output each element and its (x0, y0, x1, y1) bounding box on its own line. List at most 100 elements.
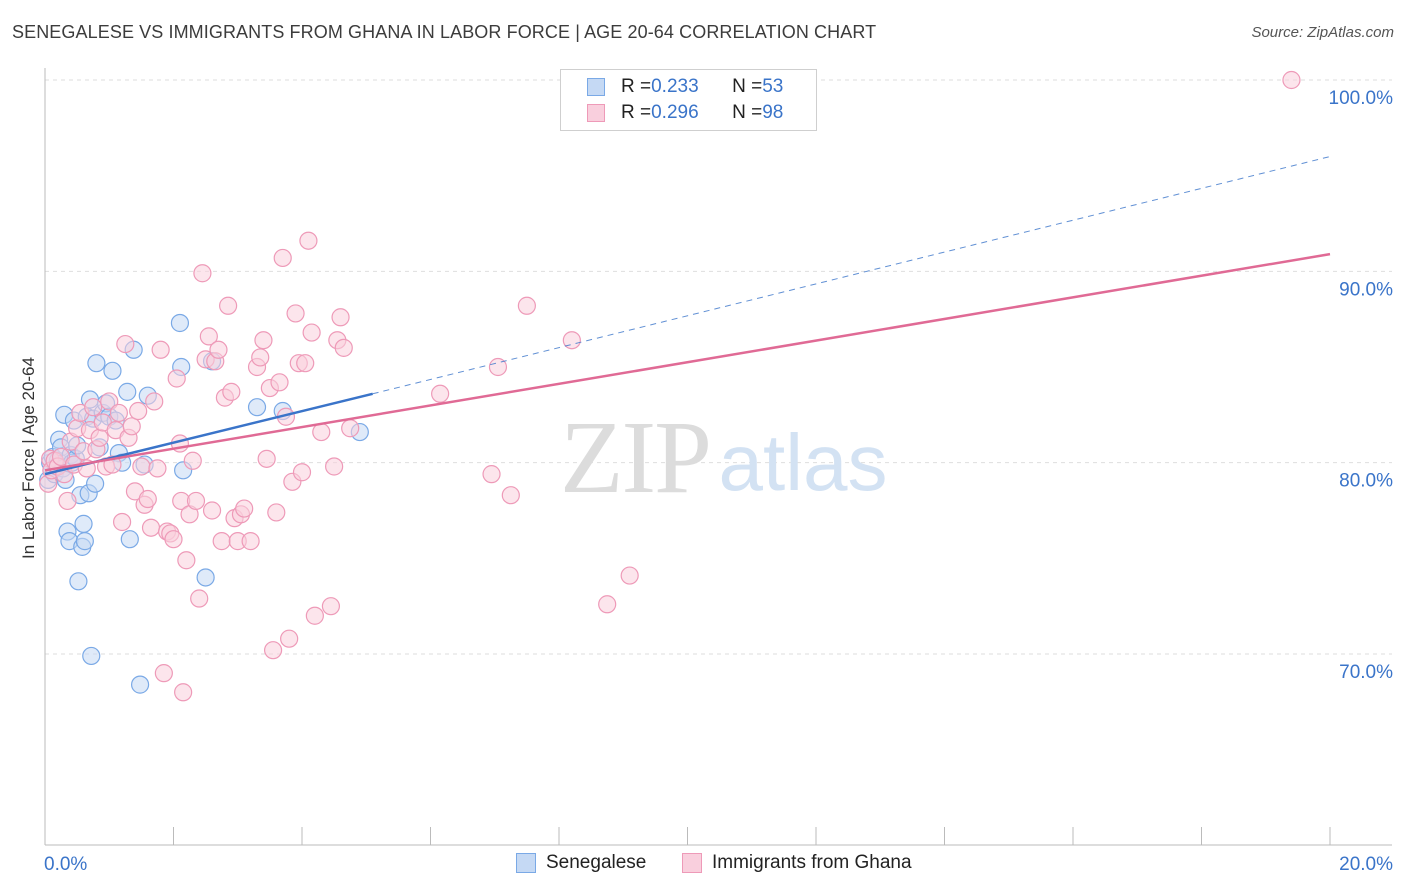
point-ghana (199, 327, 218, 346)
bottom-legend-senegalese: Senegalese (516, 852, 646, 874)
point-senegalese (86, 474, 105, 493)
point-ghana (302, 323, 321, 342)
point-ghana (501, 486, 520, 505)
point-ghana (286, 304, 305, 323)
tick-labels: 100.0% 90.0% 80.0% 70.0% 0.0% 20.0% (44, 88, 1393, 875)
trend-senegalese-extension (372, 156, 1331, 395)
point-ghana (116, 334, 135, 354)
point-ghana (186, 491, 206, 511)
point-senegalese (130, 675, 150, 694)
point-ghana (222, 382, 241, 401)
point-ghana (151, 340, 170, 359)
point-ghana (177, 551, 196, 570)
legend-r-label: R = (621, 76, 652, 97)
trend-lines (44, 156, 1331, 476)
point-ghana (517, 296, 536, 315)
source-credit: Source: ZipAtlas.com (1251, 24, 1394, 41)
point-senegalese (120, 530, 139, 549)
point-ghana (482, 465, 501, 484)
point-ghana (145, 392, 164, 411)
watermark-zip: ZIP (560, 400, 710, 515)
y-tick-label: 90.0% (1339, 279, 1393, 300)
point-ghana (292, 463, 312, 482)
legend-n-value: 53 (762, 76, 784, 97)
point-ghana (1282, 70, 1301, 90)
x-tick-label: 20.0% (1339, 854, 1393, 875)
data-points (39, 70, 1301, 702)
legend-row-senegalese: R = 0.233 N = 53 (587, 74, 783, 100)
point-senegalese (118, 382, 137, 401)
point-ghana (112, 512, 132, 532)
point-ghana (154, 664, 173, 683)
point-ghana (164, 530, 183, 549)
point-ghana (141, 518, 161, 537)
point-ghana (84, 398, 103, 417)
y-tick-label: 80.0% (1339, 471, 1393, 492)
point-senegalese (82, 646, 101, 666)
legend-n-value: 98 (762, 102, 784, 123)
point-ghana (174, 683, 193, 702)
point-ghana (263, 641, 283, 660)
legend-swatch-ghana (587, 104, 605, 122)
bottom-legend-swatch-ghana (682, 853, 702, 873)
legend-r-value: 0.233 (651, 76, 699, 97)
legend-n-label: N = (732, 76, 763, 97)
watermark: ZIP atlas (560, 400, 887, 515)
point-ghana (58, 491, 77, 511)
gridlines (45, 79, 1392, 655)
point-senegalese (247, 398, 267, 417)
point-ghana (296, 354, 315, 373)
point-ghana (241, 532, 260, 551)
point-senegalese (75, 532, 94, 551)
point-ghana (212, 532, 231, 551)
point-ghana (254, 331, 273, 350)
point-ghana (219, 296, 238, 315)
point-senegalese (74, 514, 93, 533)
point-senegalese (196, 568, 215, 587)
point-ghana (90, 428, 109, 447)
legend: R = 0.233 N = 53 R = 0.296 N = 98 (560, 69, 817, 131)
legend-row-ghana: R = 0.296 N = 98 (587, 100, 783, 126)
bottom-legend-swatch-senegalese (516, 853, 536, 873)
point-ghana (148, 459, 167, 478)
point-ghana (299, 231, 318, 250)
point-ghana (431, 384, 450, 403)
legend-n-label: N = (732, 102, 763, 123)
point-ghana (341, 419, 360, 438)
point-ghana (620, 566, 639, 585)
point-ghana (273, 248, 292, 268)
legend-swatch-senegalese (587, 78, 605, 96)
point-ghana (190, 589, 209, 608)
point-ghana (488, 357, 508, 377)
point-ghana (257, 449, 276, 468)
bottom-legend-label-senegalese: Senegalese (546, 852, 647, 873)
point-ghana (251, 348, 270, 367)
point-ghana (235, 499, 254, 518)
point-ghana (167, 369, 186, 388)
trend-ghana (44, 252, 1331, 472)
point-senegalese (69, 572, 88, 591)
point-senegalese (103, 361, 122, 380)
y-axis-label: In Labor Force | Age 20-64 (19, 357, 38, 559)
point-ghana (562, 331, 581, 350)
point-ghana (183, 451, 202, 470)
legend-r-label: R = (621, 102, 652, 123)
point-ghana (267, 503, 286, 522)
point-ghana (129, 401, 148, 421)
point-ghana (334, 338, 353, 357)
y-tick-label: 100.0% (1329, 88, 1394, 109)
point-ghana (122, 417, 141, 436)
y-tick-label: 70.0% (1339, 662, 1393, 683)
point-ghana (209, 340, 228, 359)
watermark-atlas: atlas (719, 418, 888, 507)
bottom-legend-label-ghana: Immigrants from Ghana (712, 852, 912, 873)
point-senegalese (87, 354, 106, 373)
point-ghana (202, 501, 222, 520)
chart-title: SENEGALESE VS IMMIGRANTS FROM GHANA IN L… (12, 22, 877, 42)
x-tick-label: 0.0% (44, 854, 87, 875)
point-ghana (321, 597, 341, 616)
point-ghana (280, 629, 299, 648)
point-ghana (305, 606, 324, 625)
legend-r-value: 0.296 (651, 102, 699, 123)
